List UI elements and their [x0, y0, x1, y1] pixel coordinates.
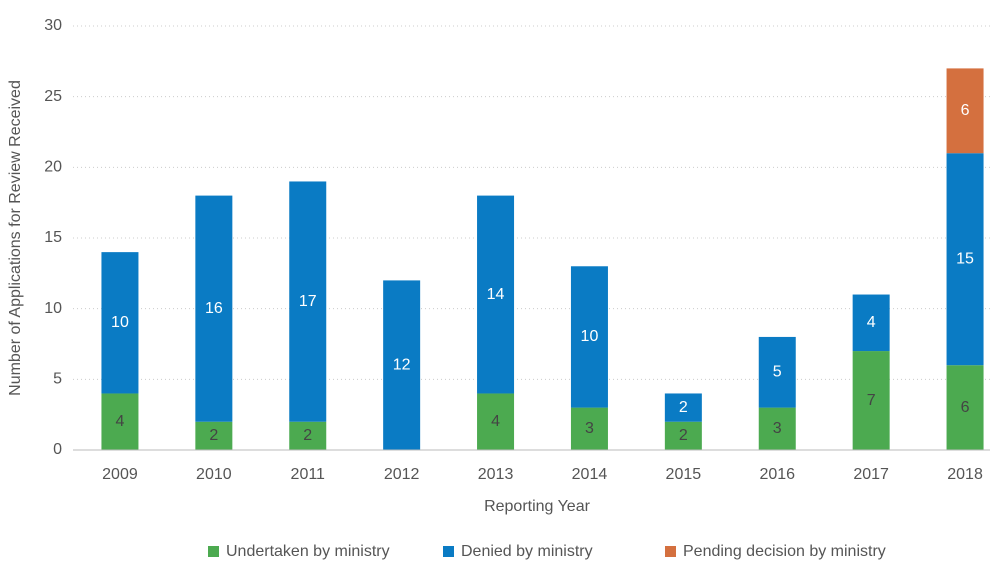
bar-segment	[946, 68, 984, 154]
bar-segment	[852, 351, 890, 450]
x-tick-label: 2009	[102, 466, 138, 483]
data-label: 15	[956, 250, 974, 267]
bar-segment	[664, 393, 702, 422]
y-tick-label: 25	[44, 88, 62, 105]
x-tick-label: 2011	[291, 466, 326, 483]
data-label: 10	[111, 314, 129, 331]
y-tick-label: 10	[44, 300, 62, 317]
legend-label: Pending decision by ministry	[683, 543, 886, 560]
y-axis-label: Number of Applications for Review Receiv…	[7, 80, 24, 396]
bar-segment	[946, 153, 984, 366]
bar-segment	[758, 336, 796, 408]
legend-label: Denied by ministry	[461, 543, 593, 560]
x-tick-label: 2013	[478, 466, 514, 483]
bar-segment	[477, 393, 515, 450]
y-tick-label: 0	[53, 441, 62, 458]
data-label: 4	[115, 413, 124, 430]
bar-segment	[101, 252, 139, 394]
x-tick-label: 2016	[759, 466, 795, 483]
bar-segment	[946, 365, 984, 450]
bar-segment	[289, 421, 327, 450]
data-label: 17	[299, 293, 317, 310]
bar-segment	[195, 195, 233, 422]
data-label: 16	[205, 300, 223, 317]
legend-swatch	[443, 546, 454, 557]
bar-segment	[570, 407, 608, 450]
x-tick-label: 2014	[572, 466, 608, 483]
y-tick-label: 20	[44, 159, 62, 176]
bar-segment	[664, 421, 702, 450]
data-label: 2	[303, 427, 312, 444]
x-tick-label: 2018	[947, 466, 983, 483]
legend-label: Undertaken by ministry	[226, 543, 390, 560]
data-label: 4	[491, 413, 500, 430]
data-label: 14	[487, 286, 505, 303]
y-tick-label: 15	[44, 229, 62, 246]
data-label: 7	[867, 392, 876, 409]
bar-segment	[477, 195, 515, 394]
bar-segment	[101, 393, 139, 450]
bar-segment	[758, 407, 796, 450]
bar-segment	[570, 266, 608, 408]
bar-segment	[383, 280, 421, 450]
data-label: 6	[961, 102, 970, 119]
data-label: 2	[209, 427, 218, 444]
bar-segment	[852, 294, 890, 352]
y-tick-label: 5	[53, 371, 62, 388]
bar-segment	[289, 181, 327, 422]
data-label: 2	[679, 399, 688, 416]
x-axis-label: Reporting Year	[484, 498, 591, 515]
bar-segment	[195, 421, 233, 450]
data-label: 5	[773, 363, 782, 380]
x-tick-label: 2017	[853, 466, 889, 483]
legend-swatch	[665, 546, 676, 557]
data-label: 12	[393, 356, 411, 373]
data-label: 3	[773, 420, 782, 437]
x-tick-label: 2010	[196, 466, 232, 483]
legend-swatch	[208, 546, 219, 557]
data-label: 3	[585, 420, 594, 437]
x-tick-label: 2012	[384, 466, 420, 483]
data-label: 2	[679, 427, 688, 444]
x-tick-label: 2015	[666, 466, 702, 483]
data-label: 4	[867, 314, 876, 331]
data-label: 6	[961, 399, 970, 416]
y-tick-label: 30	[44, 17, 62, 34]
data-label: 10	[581, 328, 599, 345]
